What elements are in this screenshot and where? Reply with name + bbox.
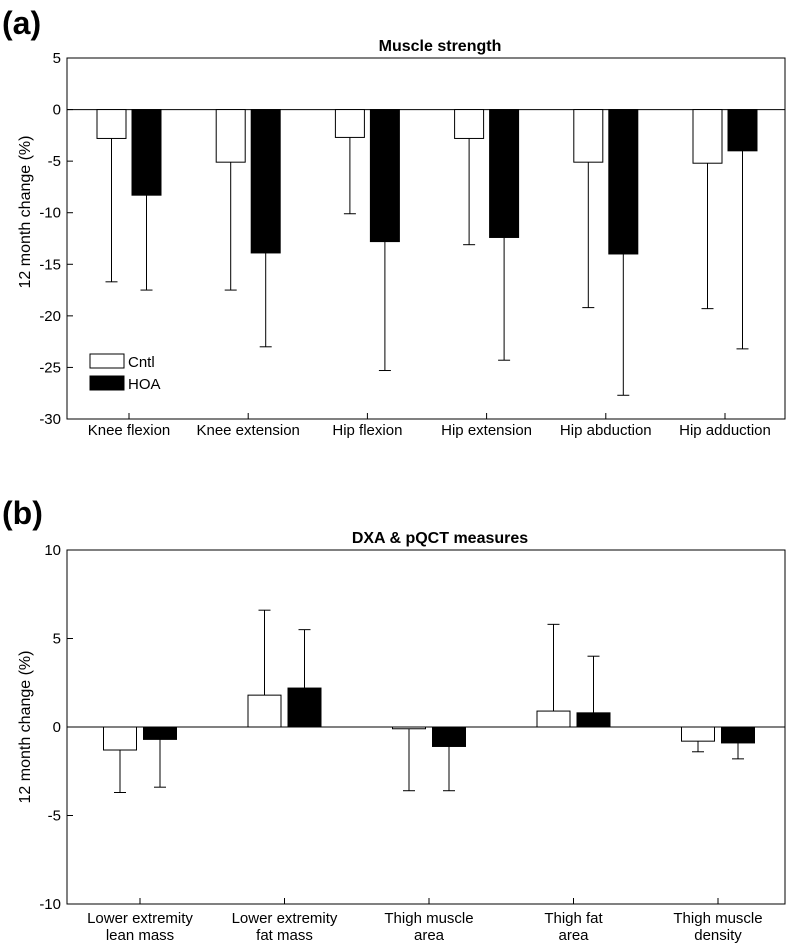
legend-swatch-cntl bbox=[89, 353, 125, 369]
bar-hoa bbox=[287, 687, 322, 728]
y-tick-label-a: -15 bbox=[39, 256, 61, 273]
category-labels-a: Knee flexion Knee extension Hip flexion Hip… bbox=[88, 413, 771, 439]
y-tick-label-a: -20 bbox=[39, 308, 61, 325]
panel-a-label: (a) bbox=[2, 5, 41, 41]
category-label-a: Hip adduction bbox=[679, 422, 771, 439]
category-label-b: area bbox=[414, 927, 445, 944]
bar-cntl bbox=[573, 109, 604, 163]
legend-label-cntl: Cntl bbox=[128, 354, 155, 371]
bar-cntl bbox=[103, 726, 137, 751]
bar-hoa bbox=[576, 712, 611, 728]
legend: Cntl HOA bbox=[89, 353, 161, 393]
panel-b-label: (b) bbox=[2, 495, 43, 531]
bar-cntl bbox=[392, 726, 426, 730]
bars-b bbox=[103, 609, 755, 793]
y-ticks-a: 5 0 -5 -10 -15 -20 -25 -30 bbox=[39, 50, 73, 428]
y-tick-label-a: 0 bbox=[53, 102, 61, 119]
bar-hoa bbox=[250, 109, 281, 254]
bar-cntl bbox=[334, 109, 365, 138]
bar-hoa bbox=[608, 109, 639, 255]
y-tick-label-b: -5 bbox=[48, 808, 61, 825]
category-label-b: density bbox=[694, 927, 742, 944]
bar-hoa bbox=[131, 109, 162, 196]
legend-label-hoa: HOA bbox=[128, 376, 161, 393]
bar-cntl bbox=[454, 109, 485, 139]
bar-cntl bbox=[692, 109, 723, 164]
bar-hoa bbox=[727, 109, 758, 152]
y-tick-label-a: -30 bbox=[39, 411, 61, 428]
bar-cntl bbox=[215, 109, 246, 163]
category-label-b: fat mass bbox=[256, 927, 313, 944]
y-tick-label-a: 5 bbox=[53, 50, 61, 67]
bar-cntl bbox=[536, 710, 571, 728]
category-label-b: area bbox=[558, 927, 589, 944]
panel-a-chart: Muscle strength 12 month change (%) 5 0 -5… bbox=[17, 38, 786, 439]
category-label-b: lean mass bbox=[106, 927, 174, 944]
bar-cntl bbox=[681, 726, 715, 742]
bar-hoa bbox=[432, 726, 466, 747]
y-tick-label-a: -25 bbox=[39, 359, 61, 376]
y-tick-label-a: -10 bbox=[39, 205, 61, 222]
plot-frame-a bbox=[66, 57, 786, 420]
y-axis-label-b: 12 month change (%) bbox=[17, 651, 34, 804]
bar-hoa bbox=[489, 109, 520, 238]
category-label-a: Hip flexion bbox=[332, 422, 402, 439]
bars-a bbox=[96, 109, 758, 396]
panel-b-chart: DXA & pQCT measures 12 month change (%) … bbox=[17, 530, 786, 944]
category-label-a: Hip abduction bbox=[560, 422, 652, 439]
category-label-b: Thigh muscle bbox=[384, 910, 473, 927]
chart-title-a: Muscle strength bbox=[379, 38, 502, 55]
category-label-b: Lower extremity bbox=[87, 910, 193, 927]
y-tick-label-b: 10 bbox=[44, 542, 61, 559]
y-ticks-b: 10 5 0 -5 -10 bbox=[39, 542, 73, 913]
y-tick-label-b: 5 bbox=[53, 631, 61, 648]
category-label-b: Thigh fat bbox=[544, 910, 603, 927]
bar-cntl bbox=[96, 109, 127, 139]
bar-hoa bbox=[721, 726, 755, 744]
category-label-a: Knee flexion bbox=[88, 422, 171, 439]
y-tick-label-b: -10 bbox=[39, 896, 61, 913]
category-label-b: Thigh muscle bbox=[673, 910, 762, 927]
y-tick-label-b: 0 bbox=[53, 719, 61, 736]
legend-swatch-hoa bbox=[89, 375, 125, 391]
chart-title-b: DXA & pQCT measures bbox=[352, 530, 528, 547]
bar-hoa bbox=[369, 109, 400, 243]
y-tick-label-a: -5 bbox=[48, 153, 61, 170]
bar-hoa bbox=[143, 726, 177, 740]
y-axis-label-a: 12 month change (%) bbox=[17, 136, 34, 289]
category-label-a: Hip extension bbox=[441, 422, 532, 439]
bar-cntl bbox=[247, 694, 282, 728]
category-label-a: Knee extension bbox=[196, 422, 299, 439]
category-label-b: Lower extremity bbox=[232, 910, 338, 927]
